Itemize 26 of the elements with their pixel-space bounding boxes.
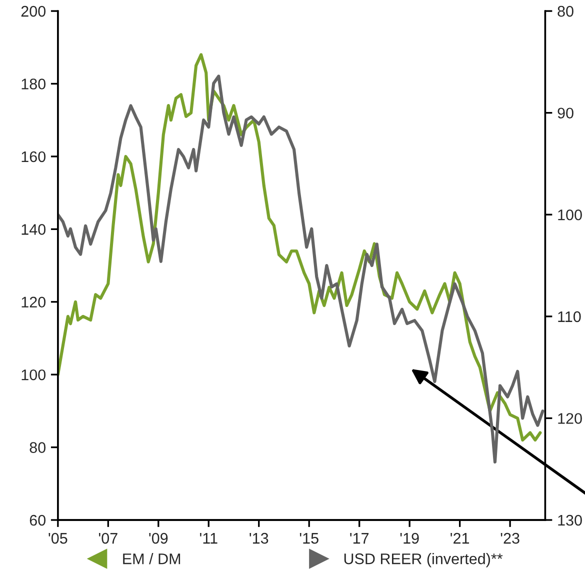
y2-tick-label: 100 <box>558 209 582 220</box>
x-tick-label: '05 <box>48 532 68 544</box>
y-tick-label: 140 <box>22 224 46 235</box>
y-tick-label: 160 <box>22 151 46 162</box>
y-tick-label: 60 <box>30 514 46 526</box>
y2-tick-label: 80 <box>558 6 574 17</box>
x-tick-label: '15 <box>300 533 318 544</box>
y-tick-label: 180 <box>22 78 46 90</box>
y2-tick-label: 130 <box>558 514 582 526</box>
y-tick-label: 80 <box>30 442 46 453</box>
x-tick-label: '13 <box>250 532 268 544</box>
x-tick-label: '09 <box>149 532 168 544</box>
y-tick-label: 120 <box>22 296 46 308</box>
x-tick-label: '17 <box>350 533 369 544</box>
x-tick-label: '21 <box>450 532 470 544</box>
y2-tick-label: 110 <box>558 311 581 322</box>
legend-label: USD REER (inverted)** <box>344 553 503 568</box>
y2-tick-label: 90 <box>558 108 574 119</box>
x-tick-label: '11 <box>200 533 218 544</box>
y2-tick-label: 120 <box>558 413 582 424</box>
legend-label: EM / DM <box>123 553 180 564</box>
x-tick-label: '23 <box>500 532 520 544</box>
y-tick-label: 200 <box>21 6 46 17</box>
y-tick-label: 100 <box>22 369 46 380</box>
x-tick-label: '07 <box>98 532 118 544</box>
x-tick-label: '19 <box>400 532 419 544</box>
